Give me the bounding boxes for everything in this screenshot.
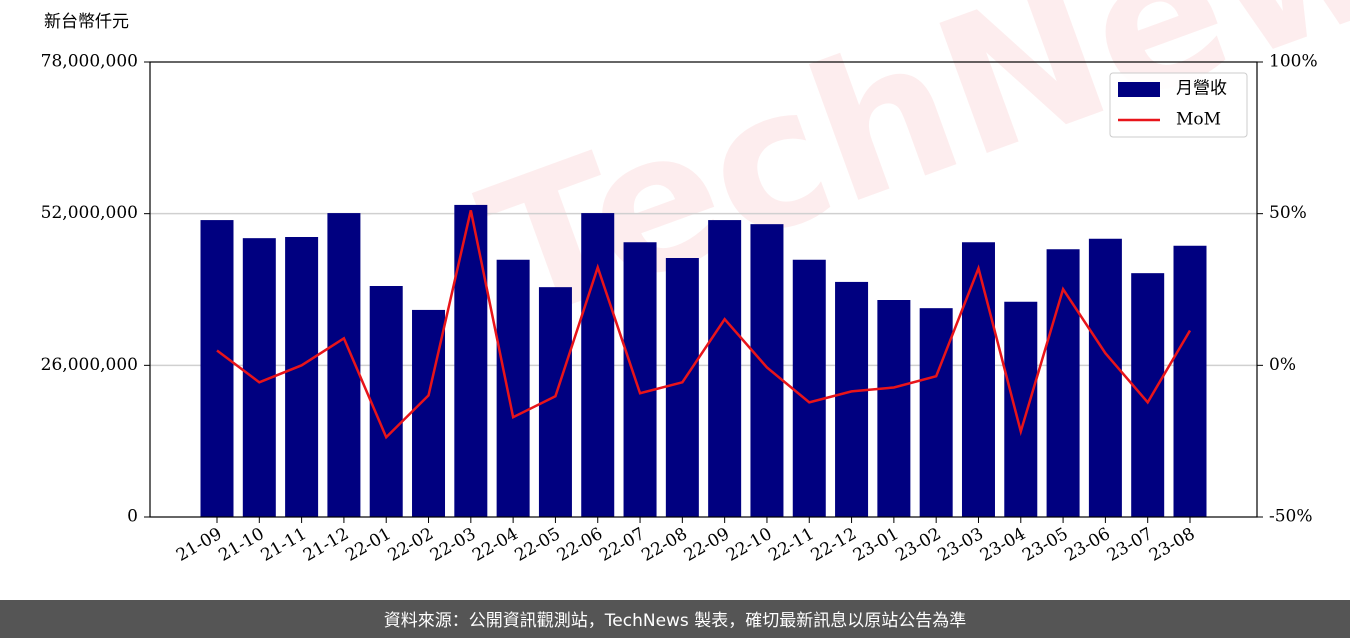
x-tick-label: 23-08 (1146, 524, 1198, 566)
bar (877, 300, 911, 517)
footer-band (0, 600, 1350, 638)
footer: 資料來源：公開資訊觀測站，TechNews 製表，確切最新訊息以原站公告為準 (384, 611, 966, 631)
x-tick-label: 23-04 (977, 524, 1029, 566)
x-tick-label: 23-03 (935, 524, 987, 566)
bar (1173, 245, 1207, 517)
bar (369, 286, 403, 517)
bar (454, 204, 488, 517)
x-tick-label: 22-10 (723, 524, 775, 566)
bar (285, 237, 319, 517)
y-axis-label: 新台幣仟元 (44, 12, 129, 32)
bar (750, 224, 784, 517)
y-tick-label: 0 (127, 507, 138, 527)
x-tick-label: 22-03 (427, 524, 479, 566)
mom-line (216, 210, 1192, 440)
x-tick-label: 22-11 (765, 524, 817, 566)
x-tick-label: 22-05 (511, 524, 563, 566)
bar (496, 259, 530, 517)
bar (1088, 238, 1122, 517)
y2-tick-label: 50% (1269, 203, 1307, 223)
x-tick-label: 22-06 (554, 524, 606, 566)
y-tick-label: 52,000,000 (41, 203, 138, 223)
bar (1131, 273, 1165, 517)
bar (665, 258, 699, 517)
x-tick-label: 21-10 (215, 524, 267, 566)
x-tick-label: 22-12 (808, 524, 860, 566)
plot-frame (149, 61, 1258, 518)
x-tick-label: 22-09 (681, 524, 733, 566)
bar (835, 281, 869, 517)
bar (1004, 301, 1038, 517)
x-tick-label: 22-01 (342, 524, 394, 566)
x-tick-label: 23-01 (850, 524, 902, 566)
x-tick-label: 23-02 (892, 524, 944, 566)
x-tick-label: 22-04 (469, 524, 521, 566)
bar (1046, 249, 1080, 517)
legend-label: 月營收 (1176, 79, 1227, 99)
x-tick-label: 22-08 (638, 524, 690, 566)
legend-label: MoM (1176, 110, 1221, 130)
x-tick-label: 22-07 (596, 524, 648, 566)
x-tick-label: 21-09 (173, 524, 225, 566)
y-tick-label: 78,000,000 (41, 52, 138, 72)
y2-tick-label: -50% (1269, 507, 1313, 527)
bar (792, 259, 826, 517)
bar (200, 220, 234, 518)
x-tick-label: 21-12 (300, 524, 352, 566)
bar (708, 220, 742, 518)
y-tick-label: 26,000,000 (41, 355, 138, 375)
x-tick-label: 23-06 (1061, 524, 1113, 566)
x-tick-label: 22-02 (385, 524, 437, 566)
x-tick-label: 23-05 (1019, 524, 1071, 566)
y2-tick-label: 0% (1269, 355, 1296, 375)
bar (623, 242, 657, 517)
bar (581, 213, 615, 518)
x-tick-label: 23-07 (1104, 524, 1156, 566)
bar (961, 242, 995, 517)
bar (919, 308, 953, 517)
x-tick-label: 21-11 (258, 524, 310, 566)
legend-swatch (1118, 82, 1160, 97)
y2-tick-label: 100% (1269, 52, 1318, 72)
